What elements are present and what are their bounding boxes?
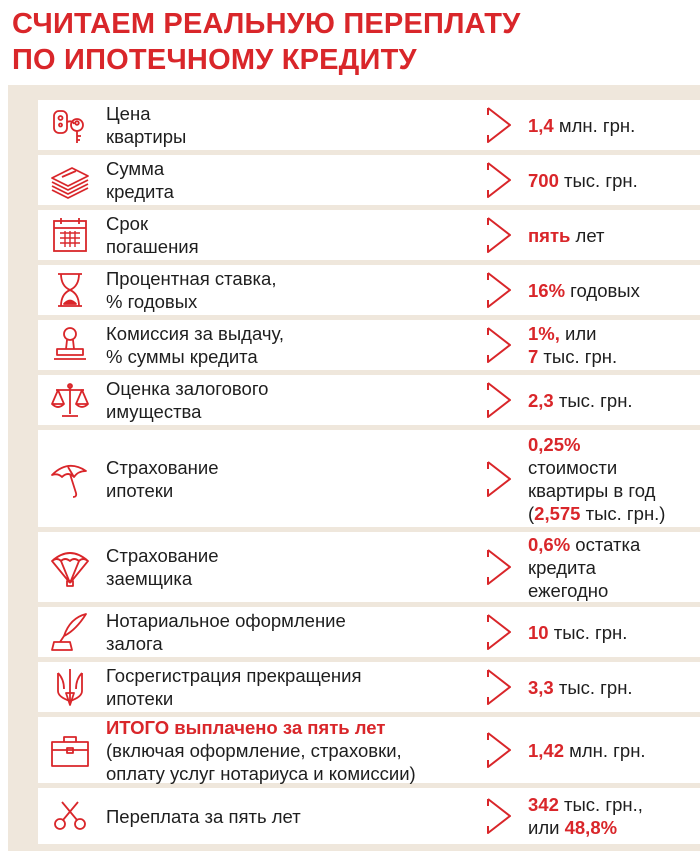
row-apartment-price: Цена квартиры 1,4 млн. грн. — [38, 100, 700, 150]
scissors-icon — [48, 794, 92, 838]
stamp-icon — [48, 323, 92, 367]
row-notary-registration: Нотариальное оформление залога 10 тыс. г… — [38, 607, 700, 657]
briefcase-icon — [48, 728, 92, 772]
keys-icon — [48, 103, 92, 147]
row-label: Переплата за пять лет — [106, 805, 301, 827]
row-borrower-insurance: Страхование заемщика 0,6% остатка кредит… — [38, 532, 700, 602]
row-value: 16% годовых — [528, 279, 640, 301]
row-label: ИТОГО выплачено за пять лет (включая офо… — [106, 716, 416, 784]
row-mortgage-insurance: Страхование ипотеки 0,25% стоимости квар… — [38, 430, 700, 527]
row-label: Страхование ипотеки — [106, 456, 219, 501]
row-value: 342 тыс. грн., или 48,8% — [528, 794, 643, 838]
money-stack-icon — [48, 158, 92, 202]
row-label: Нотариальное оформление залога — [106, 610, 346, 654]
row-overpayment: Переплата за пять лет 342 тыс. грн., или… — [38, 788, 700, 844]
row-label: Страхование заемщика — [106, 545, 219, 589]
hourglass-icon — [48, 268, 92, 312]
info-panel: Цена квартиры 1,4 млн. грн. Сумма кредит… — [8, 85, 700, 851]
row-value: 700 тыс. грн. — [528, 169, 638, 191]
row-collateral-appraisal: Оценка залогового имущества 2,3 тыс. грн… — [38, 375, 700, 425]
row-value: пять лет — [528, 224, 605, 246]
row-interest-rate: Процентная ставка, % годовых 16% годовых — [38, 265, 700, 315]
arrow-icon — [482, 730, 516, 770]
row-label: Сумма кредита — [106, 158, 174, 202]
row-value: 2,3 тыс. грн. — [528, 389, 633, 411]
umbrella-icon — [48, 457, 92, 501]
row-repayment-term: Срок погашения пять лет — [38, 210, 700, 260]
row-label: Процентная ставка, % годовых — [106, 268, 277, 312]
row-issuance-fee: Комиссия за выдачу, % суммы кредита 1%, … — [38, 320, 700, 370]
arrow-icon — [482, 105, 516, 145]
row-label: Цена квартиры — [106, 103, 187, 147]
scales-icon — [48, 378, 92, 422]
arrow-icon — [482, 796, 516, 836]
title-line-2: ПО ИПОТЕЧНОМУ КРЕДИТУ — [12, 44, 417, 76]
arrow-icon — [482, 270, 516, 310]
row-state-registration: Госрегистрация прекращения ипотеки 3,3 т… — [38, 662, 700, 712]
parachute-icon — [48, 545, 92, 589]
row-value: 1%, или 7 тыс. грн. — [528, 323, 618, 367]
title-line-1: СЧИТАЕМ РЕАЛЬНУЮ ПЕРЕПЛАТУ — [12, 8, 521, 40]
row-value: 0,6% остатка кредита ежегодно — [528, 533, 641, 601]
arrow-icon — [482, 325, 516, 365]
row-label: Оценка залогового имущества — [106, 378, 269, 422]
arrow-icon — [482, 612, 516, 652]
row-value: 3,3 тыс. грн. — [528, 676, 633, 698]
arrow-icon — [482, 160, 516, 200]
arrow-icon — [482, 667, 516, 707]
row-label: Срок погашения — [106, 213, 199, 257]
row-label: Комиссия за выдачу, % суммы кредита — [106, 323, 284, 367]
row-value: 10 тыс. грн. — [528, 621, 628, 643]
arrow-icon — [482, 380, 516, 420]
trident-icon — [48, 665, 92, 709]
row-value: 1,4 млн. грн. — [528, 114, 636, 136]
page-title: СЧИТАЕМ РЕАЛЬНУЮ ПЕРЕПЛАТУ ПО ИПОТЕЧНОМУ… — [12, 6, 520, 78]
calendar-icon — [48, 213, 92, 257]
row-label: Госрегистрация прекращения ипотеки — [106, 665, 362, 709]
row-total-paid: ИТОГО выплачено за пять лет (включая офо… — [38, 716, 700, 784]
quill-icon — [48, 610, 92, 654]
row-value: 0,25% стоимости квартиры в год (2,575 ты… — [528, 433, 666, 524]
arrow-icon — [482, 547, 516, 587]
row-value: 1,42 млн. грн. — [528, 739, 646, 761]
arrow-icon — [482, 459, 516, 499]
row-loan-amount: Сумма кредита 700 тыс. грн. — [38, 155, 700, 205]
arrow-icon — [482, 215, 516, 255]
